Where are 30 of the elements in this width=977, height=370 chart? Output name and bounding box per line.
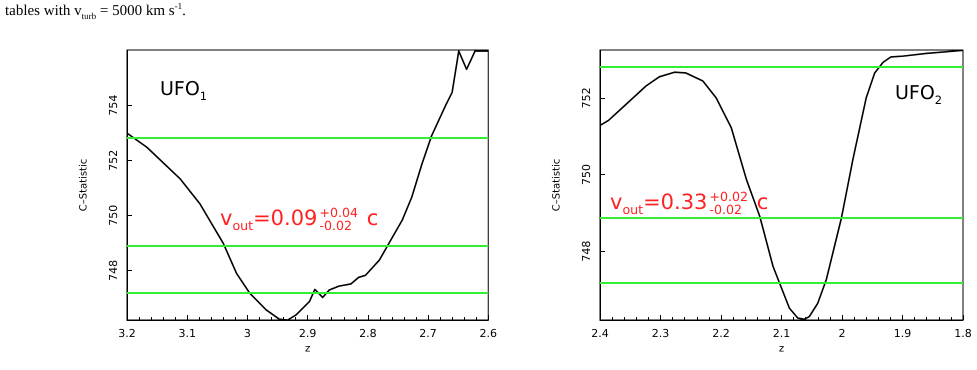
line-series bbox=[599, 50, 964, 320]
y-tick-label: 750 bbox=[580, 164, 593, 185]
x-tick-label: 2.6 bbox=[480, 327, 498, 340]
x-tick-label: 1.8 bbox=[954, 327, 972, 340]
annotation: UFO$_{1}$ bbox=[160, 78, 208, 103]
line-series bbox=[126, 50, 490, 321]
x-tick-label: 2.4 bbox=[591, 327, 609, 340]
text: tables with v$_{turb}$ = 5000 km s$^{-1}$. bbox=[5, 1, 186, 21]
x-tick-label: 3.2 bbox=[118, 327, 136, 340]
y-tick-label: 752 bbox=[580, 87, 593, 108]
x-tick-label: 2.3 bbox=[652, 327, 670, 340]
x-tick-label: 3 bbox=[244, 327, 251, 340]
annotation: UFO$_{2}$ bbox=[895, 82, 942, 107]
x-tick-label: 1.9 bbox=[894, 327, 912, 340]
x-tick-label: 2.8 bbox=[359, 327, 377, 340]
x-axis-title: z bbox=[305, 343, 310, 354]
y-tick-label: 752 bbox=[107, 150, 120, 171]
y-axis-title: C–Statistic bbox=[552, 158, 562, 212]
y-axis-title: C–Statistic bbox=[78, 158, 90, 212]
x-tick-label: 2.9 bbox=[298, 327, 316, 340]
y-tick-label: 750 bbox=[107, 204, 120, 226]
x-tick-label: 2 bbox=[838, 327, 846, 340]
x-tick-label: 2.2 bbox=[712, 327, 730, 340]
y-tick-label: 748 bbox=[580, 240, 593, 262]
x-tick-label: 2.7 bbox=[419, 327, 437, 340]
y-tick-label: 754 bbox=[107, 94, 120, 116]
x-axis-title: z bbox=[778, 343, 784, 354]
y-tick-label: 748 bbox=[107, 260, 120, 281]
x-tick-label: 2.1 bbox=[772, 327, 790, 340]
x-tick-label: 3.1 bbox=[178, 327, 196, 340]
